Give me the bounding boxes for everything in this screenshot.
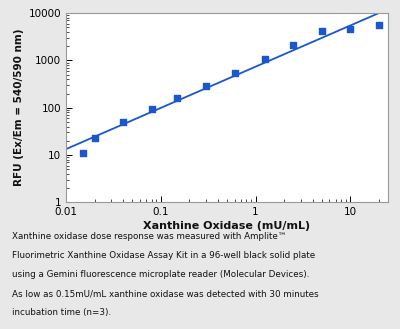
Point xyxy=(318,28,325,34)
Point xyxy=(347,26,354,31)
Point xyxy=(148,106,155,112)
Text: As low as 0.15mU/mL xanthine oxidase was detected with 30 minutes: As low as 0.15mU/mL xanthine oxidase was… xyxy=(12,289,319,298)
Point xyxy=(203,83,209,89)
Text: Xanthine oxidase dose response was measured with Amplite™: Xanthine oxidase dose response was measu… xyxy=(12,232,286,241)
Text: using a Gemini fluorescence microplate reader (Molecular Devices).: using a Gemini fluorescence microplate r… xyxy=(12,270,309,279)
X-axis label: Xanthine Oxidase (mU/mL): Xanthine Oxidase (mU/mL) xyxy=(144,221,310,231)
Point xyxy=(91,135,98,140)
Point xyxy=(290,42,296,48)
Point xyxy=(376,23,382,28)
Text: incubation time (n=3).: incubation time (n=3). xyxy=(12,308,111,317)
Y-axis label: RFU (Ex/Em = 540/590 nm): RFU (Ex/Em = 540/590 nm) xyxy=(14,29,24,187)
Text: Fluorimetric Xanthine Oxidase Assay Kit in a 96-well black solid plate: Fluorimetric Xanthine Oxidase Assay Kit … xyxy=(12,251,315,260)
Point xyxy=(174,95,181,101)
Point xyxy=(262,57,268,62)
Point xyxy=(231,71,238,76)
Point xyxy=(120,119,126,125)
Point xyxy=(80,150,86,156)
